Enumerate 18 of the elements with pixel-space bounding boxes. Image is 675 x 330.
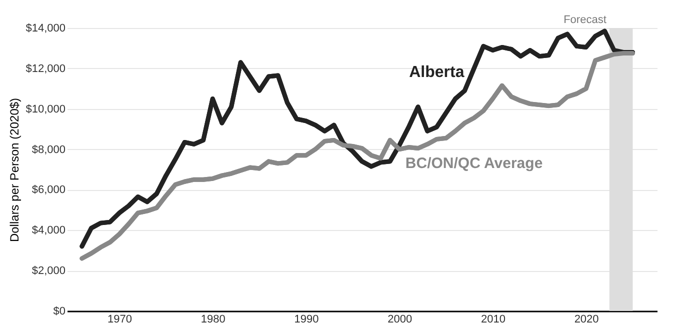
y-tick-label: $14,000 xyxy=(26,22,66,34)
y-tick-label: $12,000 xyxy=(26,62,66,75)
x-tick-label: 2010 xyxy=(480,314,506,326)
series-label: BC/ON/QC Average xyxy=(405,154,543,172)
series-label: Alberta xyxy=(409,64,464,82)
y-tick-label: $8,000 xyxy=(32,144,66,156)
x-tick-label: 2020 xyxy=(574,314,599,326)
band-label: Forecast xyxy=(564,14,606,26)
x-tick-label: 1980 xyxy=(200,314,226,326)
y-tick-label: $0 xyxy=(53,306,66,318)
y-axis-title: Dollars per Person (2020$) xyxy=(8,98,22,242)
y-tick-label: $2,000 xyxy=(32,265,66,278)
x-tick-label: 2000 xyxy=(388,314,412,326)
y-tick-label: $6,000 xyxy=(32,184,66,196)
y-tick-label: $10,000 xyxy=(26,103,66,116)
x-tick-label: 1990 xyxy=(294,314,319,326)
x-tick-label: 1970 xyxy=(108,314,132,326)
y-tick-label: $4,000 xyxy=(32,224,66,237)
